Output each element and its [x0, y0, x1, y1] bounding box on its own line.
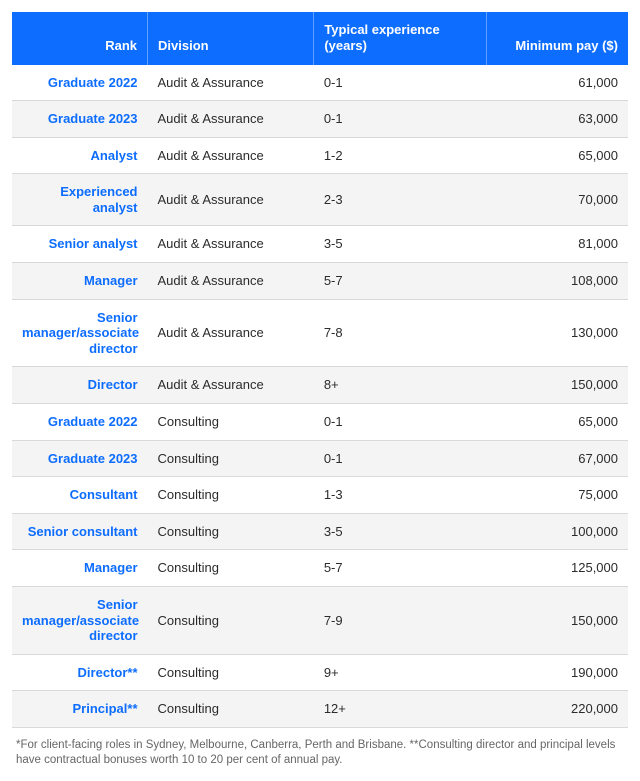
table-row: Principal**Consulting12+220,000: [12, 691, 628, 728]
cell-division: Consulting: [148, 691, 314, 728]
cell-experience: 12+: [314, 691, 486, 728]
cell-pay: 108,000: [486, 263, 628, 300]
cell-division: Audit & Assurance: [148, 226, 314, 263]
cell-experience: 1-3: [314, 477, 486, 514]
cell-experience: 7-9: [314, 587, 486, 655]
cell-pay: 61,000: [486, 65, 628, 101]
col-header-division: Division: [148, 12, 314, 65]
cell-rank: Manager: [12, 550, 148, 587]
cell-pay: 65,000: [486, 137, 628, 174]
cell-division: Audit & Assurance: [148, 137, 314, 174]
cell-experience: 0-1: [314, 404, 486, 441]
table-row: Experienced analystAudit & Assurance2-37…: [12, 174, 628, 226]
cell-experience: 0-1: [314, 65, 486, 101]
cell-division: Consulting: [148, 404, 314, 441]
cell-rank: Consultant: [12, 477, 148, 514]
cell-experience: 3-5: [314, 226, 486, 263]
table-row: Graduate 2022Consulting0-165,000: [12, 404, 628, 441]
cell-pay: 150,000: [486, 367, 628, 404]
cell-experience: 5-7: [314, 550, 486, 587]
cell-rank: Graduate 2023: [12, 101, 148, 138]
table-row: Senior manager/associate directorConsult…: [12, 587, 628, 655]
cell-division: Audit & Assurance: [148, 299, 314, 367]
cell-experience: 7-8: [314, 299, 486, 367]
cell-division: Audit & Assurance: [148, 174, 314, 226]
cell-rank: Graduate 2022: [12, 404, 148, 441]
cell-experience: 0-1: [314, 440, 486, 477]
cell-pay: 70,000: [486, 174, 628, 226]
col-header-pay: Minimum pay ($): [486, 12, 628, 65]
cell-experience: 3-5: [314, 513, 486, 550]
cell-division: Audit & Assurance: [148, 367, 314, 404]
cell-experience: 8+: [314, 367, 486, 404]
table-row: AnalystAudit & Assurance1-265,000: [12, 137, 628, 174]
cell-pay: 81,000: [486, 226, 628, 263]
cell-pay: 63,000: [486, 101, 628, 138]
cell-pay: 220,000: [486, 691, 628, 728]
table-row: Graduate 2023Consulting0-167,000: [12, 440, 628, 477]
cell-pay: 67,000: [486, 440, 628, 477]
cell-rank: Senior consultant: [12, 513, 148, 550]
table-row: Graduate 2023Audit & Assurance0-163,000: [12, 101, 628, 138]
cell-division: Audit & Assurance: [148, 65, 314, 101]
table-header: Rank Division Typical experience (years)…: [12, 12, 628, 65]
cell-rank: Senior manager/associate director: [12, 299, 148, 367]
table-row: Senior analystAudit & Assurance3-581,000: [12, 226, 628, 263]
cell-division: Consulting: [148, 654, 314, 691]
col-header-experience: Typical experience (years): [314, 12, 486, 65]
cell-rank: Director: [12, 367, 148, 404]
cell-experience: 1-2: [314, 137, 486, 174]
cell-division: Consulting: [148, 440, 314, 477]
cell-division: Audit & Assurance: [148, 101, 314, 138]
cell-rank: Graduate 2023: [12, 440, 148, 477]
col-header-rank: Rank: [12, 12, 148, 65]
cell-experience: 2-3: [314, 174, 486, 226]
cell-rank: Director**: [12, 654, 148, 691]
footnote: *For client-facing roles in Sydney, Melb…: [12, 728, 628, 769]
cell-rank: Manager: [12, 263, 148, 300]
table-row: Director**Consulting9+190,000: [12, 654, 628, 691]
cell-rank: Analyst: [12, 137, 148, 174]
table-row: Senior manager/associate directorAudit &…: [12, 299, 628, 367]
table-row: ConsultantConsulting1-375,000: [12, 477, 628, 514]
cell-division: Consulting: [148, 513, 314, 550]
cell-rank: Senior analyst: [12, 226, 148, 263]
cell-division: Consulting: [148, 550, 314, 587]
cell-pay: 125,000: [486, 550, 628, 587]
cell-experience: 9+: [314, 654, 486, 691]
cell-rank: Experienced analyst: [12, 174, 148, 226]
cell-experience: 0-1: [314, 101, 486, 138]
cell-pay: 190,000: [486, 654, 628, 691]
table-row: Graduate 2022Audit & Assurance0-161,000: [12, 65, 628, 101]
cell-division: Consulting: [148, 587, 314, 655]
cell-rank: Principal**: [12, 691, 148, 728]
cell-pay: 100,000: [486, 513, 628, 550]
table-body: Graduate 2022Audit & Assurance0-161,000G…: [12, 65, 628, 728]
cell-pay: 75,000: [486, 477, 628, 514]
cell-pay: 130,000: [486, 299, 628, 367]
cell-rank: Graduate 2022: [12, 65, 148, 101]
cell-rank: Senior manager/associate director: [12, 587, 148, 655]
table-row: Senior consultantConsulting3-5100,000: [12, 513, 628, 550]
pay-table: Rank Division Typical experience (years)…: [12, 12, 628, 728]
cell-division: Audit & Assurance: [148, 263, 314, 300]
cell-pay: 65,000: [486, 404, 628, 441]
cell-pay: 150,000: [486, 587, 628, 655]
table-row: DirectorAudit & Assurance8+150,000: [12, 367, 628, 404]
table-row: ManagerConsulting5-7125,000: [12, 550, 628, 587]
cell-division: Consulting: [148, 477, 314, 514]
cell-experience: 5-7: [314, 263, 486, 300]
table-row: ManagerAudit & Assurance5-7108,000: [12, 263, 628, 300]
